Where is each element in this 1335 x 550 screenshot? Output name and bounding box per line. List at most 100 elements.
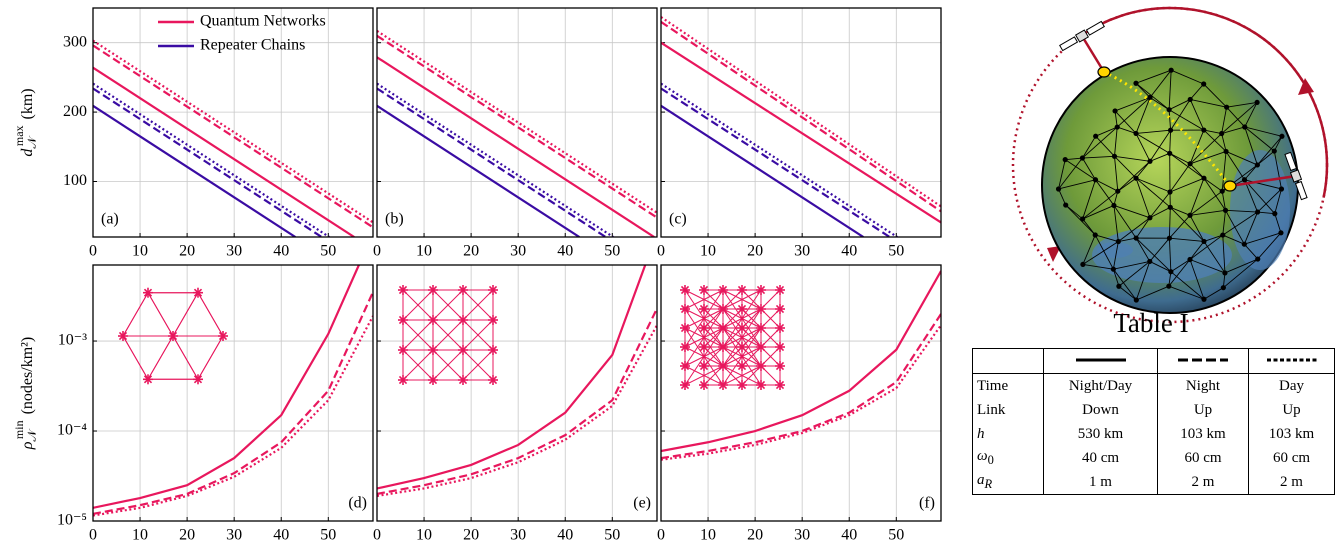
- mesh-edge: [1273, 150, 1282, 190]
- mesh-edge: [1257, 135, 1283, 166]
- lattice-node: [699, 342, 709, 352]
- lattice-node: [737, 285, 747, 295]
- mesh-node: [1092, 177, 1099, 183]
- lattice-node: [398, 375, 408, 385]
- mesh-edge: [1189, 133, 1222, 165]
- mesh-edge: [1189, 99, 1205, 131]
- label-sup: max: [12, 125, 26, 146]
- mesh-edge: [1135, 177, 1171, 193]
- table-row: Time Night/Day Night Day: [972, 373, 1335, 398]
- lattice-node: [680, 380, 690, 390]
- row-label: Time: [972, 373, 1044, 398]
- series-line: [93, 265, 360, 509]
- lattice-node: [143, 375, 153, 384]
- series-line: [93, 87, 323, 237]
- x-tick-label: 30: [794, 243, 810, 260]
- lattice-node: [680, 285, 690, 295]
- mesh-node: [1201, 81, 1207, 87]
- lattice-node: [775, 285, 785, 295]
- lattice-node: [488, 345, 498, 355]
- mesh-edge: [1113, 205, 1119, 242]
- table-cell: Night: [1157, 373, 1249, 398]
- x-tick-label: 20: [747, 527, 763, 544]
- series-line: [661, 20, 941, 213]
- mesh-node: [1116, 283, 1122, 289]
- lattice-node: [488, 285, 498, 295]
- annotation-bg: [381, 207, 411, 231]
- mesh-edge: [1118, 237, 1137, 242]
- lattice-node: [428, 375, 438, 385]
- mesh-edge: [1135, 178, 1151, 218]
- plot-frame: [92, 264, 374, 522]
- lattice-node: [756, 304, 766, 314]
- mesh-edge: [1114, 110, 1137, 134]
- lattice-node: [143, 288, 153, 297]
- mesh-node: [1201, 238, 1207, 245]
- mesh-edge: [1114, 97, 1151, 112]
- lattice-edge: [684, 346, 724, 367]
- lattice-node: [398, 345, 408, 355]
- mesh-node: [1278, 230, 1284, 236]
- lattice-node: [775, 304, 785, 314]
- mesh-edge: [1190, 98, 1227, 108]
- mesh-edge: [1170, 69, 1204, 85]
- mesh-edge: [1082, 179, 1096, 220]
- mesh-node: [1254, 209, 1261, 215]
- mesh-node: [1055, 186, 1062, 192]
- mesh-edge: [1058, 179, 1096, 190]
- mesh-edge: [1168, 207, 1171, 239]
- lattice-edge: [722, 327, 762, 348]
- lattice-edge: [462, 319, 494, 351]
- mesh-edge: [1222, 210, 1226, 236]
- lattice-edge: [122, 292, 149, 337]
- mesh-edge: [1244, 179, 1276, 214]
- mesh-edge: [1117, 160, 1151, 192]
- table-cell: 40 cm: [1043, 446, 1158, 470]
- series-line: [661, 324, 941, 461]
- plot-frame: [660, 264, 942, 522]
- satellite: [1284, 151, 1308, 201]
- orbit-arrow: [1298, 78, 1314, 95]
- mesh-edge: [1225, 151, 1258, 166]
- mesh-edge: [1135, 160, 1151, 179]
- mesh-node: [1062, 157, 1068, 163]
- lattice-node: [718, 285, 728, 295]
- mesh-edge: [1169, 207, 1205, 242]
- lattice-node: [488, 375, 498, 385]
- lattice-node: [118, 331, 128, 341]
- table-cell: 1 m: [1043, 470, 1158, 495]
- mesh-edge: [1170, 259, 1191, 273]
- lattice-node: [680, 342, 690, 352]
- mesh-node: [1167, 189, 1173, 195]
- series-line: [377, 87, 607, 237]
- mesh-edge: [1168, 70, 1172, 110]
- x-tick-label: 20: [179, 243, 195, 260]
- x-tick-label: 10: [700, 243, 716, 260]
- ground-station: [1223, 180, 1237, 192]
- mesh-edge: [1203, 287, 1224, 300]
- lattice-node: [699, 323, 709, 333]
- mesh-node: [1255, 256, 1261, 262]
- panel-label: (a): [101, 211, 119, 228]
- mesh-edge: [1064, 159, 1096, 181]
- lattice-edge: [402, 289, 434, 321]
- mesh-edge: [1136, 285, 1170, 301]
- mesh-edge: [1168, 109, 1205, 131]
- panel-label: (c): [669, 211, 687, 228]
- lattice-node: [756, 323, 766, 333]
- mesh-edge: [1168, 259, 1191, 287]
- mesh-node: [1222, 207, 1229, 213]
- mesh-edge: [1221, 133, 1227, 152]
- mesh-node: [1254, 99, 1260, 106]
- plot-frame: [376, 7, 658, 238]
- mesh-edge: [1149, 191, 1171, 219]
- mesh-node: [1115, 238, 1121, 245]
- mesh-edge: [1149, 261, 1172, 273]
- satellite: [1059, 20, 1105, 52]
- label-sub: 𝒩: [25, 135, 39, 149]
- mesh-node: [1079, 155, 1086, 161]
- x-tick-label: 40: [841, 527, 857, 544]
- mesh-node: [1187, 96, 1193, 103]
- table-cell: Day: [1248, 373, 1335, 398]
- label-base: a: [977, 472, 985, 488]
